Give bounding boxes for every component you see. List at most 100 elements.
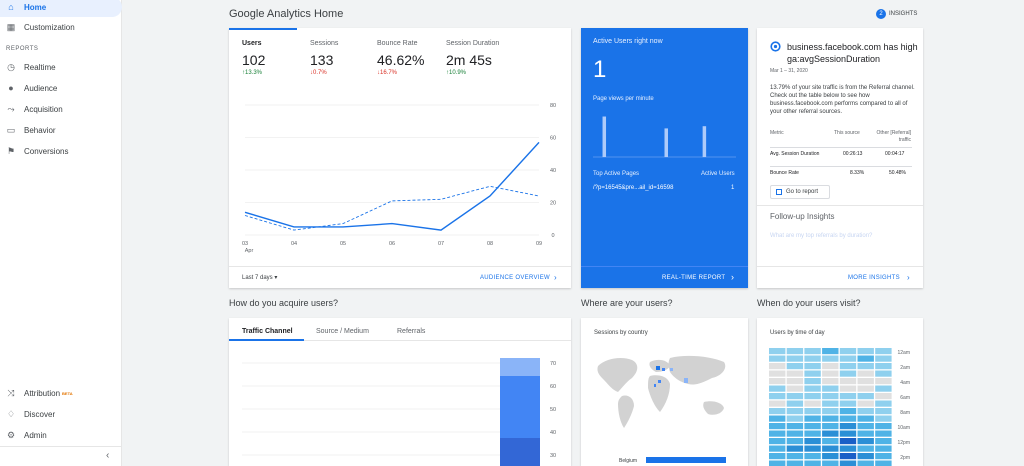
- heatmap-cell: [875, 430, 892, 437]
- insight-body: 13.79% of your site traffic is from the …: [770, 85, 915, 115]
- heatmap-cell: [822, 430, 839, 437]
- tab-traffic-channel[interactable]: Traffic Channel: [242, 328, 293, 335]
- sidebar-item-discover[interactable]: ♢ Discover: [0, 404, 122, 424]
- tab-source-medium[interactable]: Source / Medium: [316, 328, 369, 335]
- metric-tab-users[interactable]: Users 102 ↑13.3%: [242, 40, 265, 76]
- table-header-metric: Metric: [770, 130, 784, 136]
- hour-label: 2pm: [900, 455, 910, 461]
- sidebar-item-home[interactable]: ⌂ Home: [0, 0, 122, 17]
- flag-icon: ⚑: [6, 145, 16, 156]
- active-page-link[interactable]: /?p=16545&pre...ail_id=16598: [593, 185, 674, 191]
- date-range-dropdown[interactable]: Last 7 days ▾: [242, 274, 277, 281]
- heatmap-cell: [804, 385, 821, 392]
- heatmap-cell: [875, 438, 892, 445]
- heatmap-cell: [786, 363, 804, 370]
- divider: [770, 166, 912, 167]
- heatmap-cell: [804, 453, 821, 460]
- metric-tab-sessions[interactable]: Sessions 133 ↓0.7%: [310, 40, 338, 76]
- heatmap-cell: [786, 408, 804, 415]
- heatmap-cell: [857, 445, 874, 452]
- bar-segment: [500, 376, 540, 438]
- heatmap-cell: [804, 408, 821, 415]
- sidebar-item-label: Acquisition: [24, 104, 63, 114]
- heatmap-cell: [769, 423, 786, 430]
- heatmap-cell: [875, 415, 892, 422]
- metric-value: 2m 45s: [446, 52, 492, 68]
- sidebar-item-label: Attribution: [24, 388, 61, 398]
- sidebar-item-customization[interactable]: ▦ Customization: [0, 17, 122, 37]
- sidebar-item-label: Discover: [24, 409, 56, 419]
- top-pages-label: Top Active Pages: [593, 171, 640, 177]
- metric-label: Bounce Rate: [377, 40, 418, 47]
- heatmap-cell: [839, 423, 857, 430]
- divider: [229, 266, 571, 267]
- top-country-label: Belgium: [619, 458, 638, 464]
- followup-question-link[interactable]: What are my top referrals by duration?: [770, 233, 873, 239]
- top-country-bar: [646, 457, 726, 463]
- more-insights-link[interactable]: MORE INSIGHTS: [848, 275, 900, 281]
- sidebar-item-audience[interactable]: ● Audience: [0, 78, 122, 98]
- heatmap-cell: [857, 460, 874, 466]
- table-header-source: This source: [834, 130, 860, 136]
- metric-value: 133: [310, 52, 334, 68]
- heatmap-cell: [822, 438, 839, 445]
- metric-label: Sessions: [310, 40, 339, 47]
- series-line-comparison: [244, 185, 540, 231]
- metric-change: ↑10.9%: [446, 70, 467, 76]
- active-users-card: Active Users right now 1 Page views per …: [581, 28, 748, 288]
- chevron-right-icon[interactable]: ›: [731, 272, 734, 282]
- x-tick-label: 09: [536, 241, 542, 247]
- y-tick-label: 30: [550, 453, 556, 459]
- heatmap-cell: [769, 363, 786, 370]
- sidebar-item-label: Customization: [24, 22, 75, 32]
- insights-button[interactable]: 2 INSIGHTS: [876, 9, 917, 19]
- heatmap-cell: [839, 400, 857, 407]
- heatmap-cell: [804, 415, 821, 422]
- sidebar-item-attribution[interactable]: ⤨ Attribution BETA: [0, 383, 122, 403]
- y-tick-label: 80: [550, 103, 556, 109]
- table-header-other: Other [Referral] traffic: [876, 130, 911, 143]
- realtime-report-link[interactable]: REAL-TIME REPORT: [662, 275, 726, 281]
- hour-label: 2am: [900, 365, 910, 371]
- audience-overview-link[interactable]: AUDIENCE OVERVIEW: [480, 275, 551, 281]
- sidebar-item-realtime[interactable]: ◷ Realtime: [0, 57, 122, 77]
- heatmap-cell: [804, 460, 821, 466]
- heatmap-cell: [857, 348, 874, 355]
- y-tick-label: 50: [550, 407, 556, 413]
- divider: [770, 147, 912, 148]
- heatmap-cell: [822, 415, 839, 422]
- x-tick-label: 07: [438, 241, 444, 247]
- active-users-title: Active Users right now: [593, 38, 663, 45]
- metric-tab-bounce-rate[interactable]: Bounce Rate 46.62% ↓16.7%: [377, 40, 424, 76]
- metric-change: ↓16.7%: [377, 70, 398, 76]
- sidebar-item-admin[interactable]: ⚙ Admin: [0, 425, 122, 445]
- table-row-metric: Bounce Rate: [770, 170, 799, 176]
- heatmap-cell: [857, 363, 874, 370]
- sidebar-item-behavior[interactable]: ▭ Behavior: [0, 120, 122, 140]
- chevron-right-icon[interactable]: ›: [907, 273, 910, 282]
- heatmap-cell: [875, 453, 892, 460]
- heatmap-cell: [769, 408, 786, 415]
- go-to-report-button[interactable]: Go to report: [770, 185, 830, 199]
- chevron-right-icon[interactable]: ›: [554, 273, 557, 282]
- heatmap-cell: [839, 430, 857, 437]
- metric-label: Session Duration: [446, 40, 500, 47]
- heatmap-cell: [769, 460, 786, 466]
- heatmap-cell: [857, 400, 874, 407]
- heatmap-cell: [875, 408, 892, 415]
- metric-label: Users: [242, 40, 262, 47]
- heatmap-cell: [786, 355, 804, 362]
- tab-referrals[interactable]: Referrals: [397, 328, 426, 335]
- sidebar-item-conversions[interactable]: ⚑ Conversions: [0, 141, 122, 161]
- heatmap-cell: [804, 400, 821, 407]
- heatmap-cell: [839, 355, 857, 362]
- sidebar-item-acquisition[interactable]: ⤳ Acquisition: [0, 99, 122, 119]
- heatmap-cell: [804, 445, 821, 452]
- series-line-users: [244, 141, 540, 231]
- x-tick-label: 06: [389, 241, 395, 247]
- table-row-metric: Avg. Session Duration: [770, 151, 820, 157]
- collapse-sidebar-button[interactable]: ‹: [106, 450, 110, 461]
- metric-tab-session-duration[interactable]: Session Duration 2m 45s ↑10.9%: [446, 40, 499, 76]
- clock-icon: ◷: [7, 61, 15, 72]
- heatmap-cell: [769, 385, 786, 392]
